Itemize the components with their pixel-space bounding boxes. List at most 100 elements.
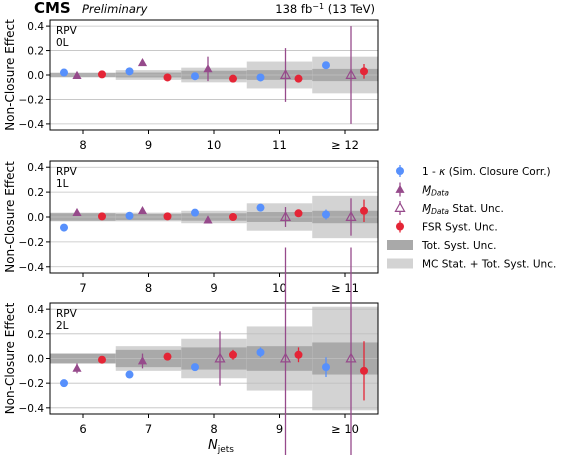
x-tick-label-3: 9 bbox=[276, 422, 283, 436]
fsr-point bbox=[229, 74, 237, 83]
region-tag-channel: 0L bbox=[56, 37, 69, 49]
x-tick-label-4: ≥ 11 bbox=[331, 281, 359, 295]
mpt-data-point bbox=[203, 215, 213, 224]
mpt-stat-point bbox=[214, 352, 226, 363]
y-tick-label-3: 0.2 bbox=[27, 46, 44, 58]
fsr-point bbox=[163, 352, 172, 361]
mpt-data-point bbox=[72, 363, 82, 372]
region-tag-channel: 2L bbox=[56, 320, 69, 332]
x-tick-label-4: ≥ 10 bbox=[331, 422, 359, 436]
panel-2l: −0.4 −0.2 0.0 0.2 0.4 6 7 8 9 ≥ 10 Non-Closure Eff… bbox=[3, 247, 379, 455]
fsr-point bbox=[163, 212, 172, 221]
y-tick-label-1: −0.2 bbox=[19, 94, 45, 106]
mpt-stat-point bbox=[345, 68, 357, 79]
x-axis-label-main: N bbox=[208, 438, 218, 453]
region-tag-channel: 1L bbox=[56, 178, 69, 190]
fsr-point bbox=[294, 350, 303, 359]
mpt-stat-point bbox=[345, 352, 357, 363]
y-axis-label: Non-Closure Effect bbox=[3, 302, 17, 414]
legend-text-post: Stat. Unc. bbox=[449, 203, 504, 215]
mpt-data-point bbox=[137, 205, 148, 215]
y-tick-label-0: −0.4 bbox=[19, 119, 45, 131]
kappa-point bbox=[191, 208, 199, 217]
y-tick-label-1: −0.2 bbox=[19, 237, 45, 249]
x-tick-label-1: 7 bbox=[145, 422, 152, 436]
kappa-point bbox=[322, 61, 330, 70]
legend-symbol: Ɱ bbox=[422, 203, 431, 215]
x-tick-label-1: 8 bbox=[145, 281, 152, 295]
fsr-point bbox=[229, 213, 237, 221]
legend-label-fsr_syst: FSR Syst. Unc. bbox=[422, 222, 498, 234]
lumi-exponent: −1 bbox=[312, 2, 324, 11]
legend-text: Tot. Syst. Unc. bbox=[421, 240, 496, 252]
y-tick-label-2: 0.0 bbox=[27, 212, 44, 224]
legend-marker-mc_stat_tot_syst bbox=[387, 258, 413, 269]
kappa-point bbox=[322, 210, 330, 219]
x-tick-label-2: 8 bbox=[210, 422, 217, 436]
x-tick-label-0: 7 bbox=[79, 281, 86, 295]
mpt-data-point bbox=[137, 356, 148, 365]
x-tick-label-0: 8 bbox=[79, 138, 86, 152]
kappa-point bbox=[125, 67, 134, 76]
legend-label-one_minus_kappa: 1 - κ (Sim. Closure Corr.) bbox=[422, 166, 551, 178]
kappa-point bbox=[60, 379, 68, 388]
y-axis-label: Non-Closure Effect bbox=[3, 19, 17, 131]
region-tag-model: RPV bbox=[56, 308, 78, 320]
kappa-point bbox=[60, 223, 68, 232]
region-tag-model: RPV bbox=[56, 166, 78, 178]
y-tick-label-0: −0.4 bbox=[19, 403, 45, 415]
preliminary-label: Preliminary bbox=[82, 2, 148, 16]
x-tick-label-2: 9 bbox=[210, 281, 217, 295]
legend-text: MC Stat. + Tot. Syst. Unc. bbox=[422, 259, 556, 271]
mpt-data-point bbox=[137, 57, 148, 67]
x-tick-label-1: 9 bbox=[145, 138, 152, 152]
mpt-stat-point bbox=[279, 68, 292, 79]
legend-label-mpt_data: ⱮData bbox=[422, 185, 449, 198]
legend-text: FSR Syst. Unc. bbox=[422, 222, 498, 234]
energy-value: (13 TeV) bbox=[324, 2, 375, 16]
fsr-point bbox=[229, 350, 237, 359]
mpt-data-point bbox=[72, 70, 82, 79]
y-tick-label-4: 0.4 bbox=[27, 162, 44, 174]
lumi-value: 138 fb bbox=[275, 2, 312, 16]
legend-marker-fsr_syst bbox=[396, 222, 404, 231]
x-tick-label-3: 11 bbox=[272, 138, 287, 152]
y-tick-label-4: 0.4 bbox=[27, 304, 44, 316]
y-tick-label-2: 0.0 bbox=[27, 354, 44, 366]
kappa-point bbox=[191, 72, 199, 81]
lumi-label: 138 fb−1 (13 TeV) bbox=[275, 2, 375, 17]
fsr-point bbox=[98, 355, 106, 364]
region-tag-model: RPV bbox=[56, 25, 78, 37]
mpt-stat-point bbox=[345, 210, 357, 221]
legend-subscript: Data bbox=[431, 207, 449, 216]
legend-symbol: κ bbox=[439, 166, 446, 178]
y-tick-label-4: 0.4 bbox=[27, 21, 44, 33]
y-tick-label-2: 0.0 bbox=[27, 70, 44, 82]
y-tick-label-1: −0.2 bbox=[19, 378, 45, 390]
panel-0l: −0.4 −0.2 0.0 0.2 0.4 8 9 10 11 ≥ 12 Non-Closure E… bbox=[3, 19, 379, 152]
kappa-point bbox=[125, 370, 134, 379]
fsr-point bbox=[98, 70, 106, 79]
fsr-point bbox=[98, 212, 106, 221]
legend-subscript: Data bbox=[431, 189, 449, 198]
mpt-data-point bbox=[72, 207, 82, 217]
fsr-point bbox=[360, 366, 368, 375]
fsr-point bbox=[360, 67, 368, 76]
x-tick-label-3: 10 bbox=[272, 281, 287, 295]
mpt-stat-point bbox=[279, 352, 292, 363]
kappa-point bbox=[322, 363, 330, 372]
panel-1l: −0.4 −0.2 0.0 0.2 0.4 7 8 9 10 ≥ 11 Non-Closure Ef… bbox=[3, 160, 379, 295]
kappa-point bbox=[125, 211, 134, 220]
x-axis-label-sub: jets bbox=[217, 445, 235, 455]
legend-label-mpt_data_stat: ⱮData Stat. Unc. bbox=[422, 203, 504, 216]
fsr-point bbox=[360, 206, 368, 215]
y-axis-label: Non-Closure Effect bbox=[3, 161, 17, 273]
fsr-point bbox=[163, 73, 172, 82]
legend-label-mc_stat_tot_syst: MC Stat. + Tot. Syst. Unc. bbox=[422, 259, 556, 271]
x-tick-label-4: ≥ 12 bbox=[331, 138, 359, 152]
kappa-point bbox=[256, 73, 265, 82]
x-tick-label-0: 6 bbox=[79, 422, 86, 436]
legend-label-tot_syst: Tot. Syst. Unc. bbox=[421, 240, 496, 252]
